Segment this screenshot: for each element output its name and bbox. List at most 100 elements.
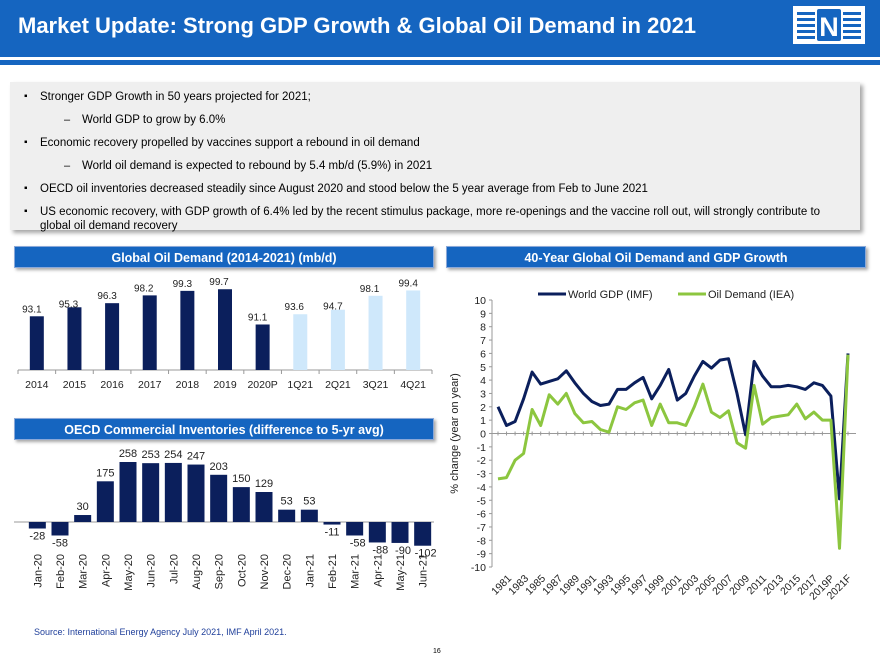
x-tick-label: 2015 xyxy=(63,379,87,391)
y-tick-label: 8 xyxy=(480,322,486,334)
y-tick-label: 0 xyxy=(480,429,486,441)
y-tick-label: 1 xyxy=(480,415,486,427)
page-title: Market Update: Strong GDP Growth & Globa… xyxy=(18,13,696,39)
x-tick-label: 2020P xyxy=(247,379,277,391)
x-tick-label: Aug-20 xyxy=(191,554,203,589)
data-label: 96.3 xyxy=(97,291,117,302)
x-tick-label: Apr-20 xyxy=(100,554,112,587)
bar xyxy=(74,515,91,522)
data-label: 53 xyxy=(303,496,315,508)
y-tick-label: -8 xyxy=(477,535,486,547)
title-bar: Market Update: Strong GDP Growth & Globa… xyxy=(0,0,880,57)
title-divider xyxy=(0,60,880,65)
data-label: 93.6 xyxy=(285,302,305,313)
x-tick-label: 2Q21 xyxy=(325,379,351,391)
x-tick-label: 2017 xyxy=(138,379,162,391)
x-tick-label: Sep-20 xyxy=(214,554,226,589)
bar xyxy=(67,307,81,370)
bar xyxy=(143,295,157,370)
data-label: 175 xyxy=(96,467,114,479)
legend-label: World GDP (IMF) xyxy=(568,289,653,301)
x-tick-label: 2019 xyxy=(213,379,237,391)
bullet-item: Stronger GDP Growth in 50 years projecte… xyxy=(24,90,850,104)
data-label: 247 xyxy=(187,451,205,463)
y-tick-label: -4 xyxy=(477,482,486,494)
oil-demand-chart-title: Global Oil Demand (2014-2021) (mb/d) xyxy=(14,246,434,268)
company-logo: N xyxy=(793,6,865,44)
bar xyxy=(278,510,295,522)
y-tick-label: 3 xyxy=(480,388,486,400)
bullet-item: OECD oil inventories decreased steadily … xyxy=(24,182,850,196)
sub-bullet-item: World oil demand is expected to rebound … xyxy=(24,159,850,173)
bar xyxy=(52,522,69,535)
y-tick-label: 9 xyxy=(480,308,486,320)
x-tick-label: 2018 xyxy=(176,379,200,391)
y-tick-label: -1 xyxy=(477,442,486,454)
data-label: 258 xyxy=(119,448,137,460)
y-tick-label: -7 xyxy=(477,522,486,534)
sub-bullet-item: World GDP to grow by 6.0% xyxy=(24,113,850,127)
bar xyxy=(97,481,114,522)
x-tick-label: Mar-20 xyxy=(78,554,90,589)
bar xyxy=(210,475,227,522)
bullet-item: Economic recovery propelled by vaccines … xyxy=(24,136,850,150)
y-tick-label: -3 xyxy=(477,469,486,481)
series-line xyxy=(498,353,848,499)
bar xyxy=(414,522,431,546)
oil-demand-bar-chart: 93.1 2014 95.3 2015 96.3 2016 98.2 2017 99.3 2018… xyxy=(14,272,436,412)
data-label: 129 xyxy=(255,478,273,490)
bar xyxy=(165,463,182,522)
data-label: -58 xyxy=(350,537,366,549)
source-note: Source: International Energy Agency July… xyxy=(34,627,287,637)
inventories-bar-chart: -28 Jan-20 -58 Feb-20 30 Mar-20 175 Apr-20 258 Ma… xyxy=(14,442,436,622)
data-label: 91.1 xyxy=(248,312,268,323)
x-tick-label: Jan-20 xyxy=(32,554,44,588)
y-tick-label: 7 xyxy=(480,335,486,347)
data-label: 99.3 xyxy=(173,279,193,290)
x-tick-label: 4Q21 xyxy=(400,379,426,391)
bar xyxy=(105,303,119,370)
x-tick-label: Mar-21 xyxy=(350,554,362,589)
gdp-oil-chart-title: 40-Year Global Oil Demand and GDP Growth xyxy=(446,246,866,268)
bar xyxy=(30,316,44,370)
x-tick-label: Oct-20 xyxy=(236,554,248,587)
bar xyxy=(331,310,345,370)
x-tick-label: 1Q21 xyxy=(287,379,313,391)
y-tick-label: 5 xyxy=(480,362,486,374)
data-label: 99.4 xyxy=(398,278,418,289)
data-label: 254 xyxy=(164,449,182,461)
x-tick-label: May-21 xyxy=(395,554,407,591)
x-tick-label: 3Q21 xyxy=(363,379,389,391)
data-label: 99.7 xyxy=(209,277,229,288)
data-label: -28 xyxy=(29,531,45,543)
data-label: 53 xyxy=(281,496,293,508)
y-tick-label: 10 xyxy=(474,295,486,307)
slide: Market Update: Strong GDP Growth & Globa… xyxy=(0,0,880,660)
data-label: -58 xyxy=(52,537,68,549)
bar xyxy=(29,522,46,529)
x-tick-label: 2016 xyxy=(100,379,124,391)
page-number: 16 xyxy=(433,648,441,655)
bar xyxy=(256,324,270,370)
x-tick-label: May-20 xyxy=(123,554,135,591)
y-tick-label: -6 xyxy=(477,509,486,521)
bullet-panel: Stronger GDP Growth in 50 years projecte… xyxy=(10,82,860,230)
y-tick-label: 4 xyxy=(480,375,486,387)
data-label: 253 xyxy=(141,449,159,461)
bar xyxy=(293,314,307,370)
x-tick-label: 2014 xyxy=(25,379,49,391)
x-tick-label: Jan-21 xyxy=(304,554,316,588)
data-label: 94.7 xyxy=(323,302,343,313)
bar xyxy=(346,522,363,535)
x-tick-label: Dec-20 xyxy=(282,554,294,589)
data-label: 150 xyxy=(232,473,250,485)
y-tick-label: -10 xyxy=(471,562,486,574)
bar xyxy=(392,522,409,543)
bar xyxy=(301,510,318,522)
y-tick-label: 2 xyxy=(480,402,486,414)
y-tick-label: -2 xyxy=(477,455,486,467)
bar xyxy=(369,296,383,370)
x-tick-label: Feb-20 xyxy=(55,554,67,589)
data-label: -11 xyxy=(324,527,339,539)
data-label: 93.1 xyxy=(22,304,42,315)
